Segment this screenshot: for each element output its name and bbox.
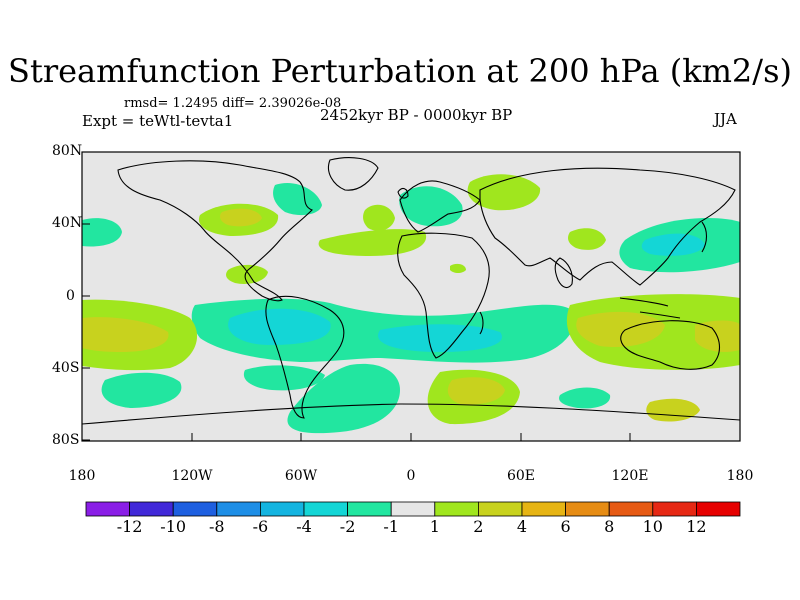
period-label: 2452kyr BP - 0000kyr BP	[320, 106, 513, 124]
contour-neg-atlantic-ne	[399, 186, 463, 227]
coast-indonesia	[619, 297, 681, 319]
colorbar-swatch	[129, 501, 174, 517]
stats-line: rmsd= 1.2495 diff= 2.39026e-08	[124, 96, 342, 111]
experiment-label: Expt = teWtl-tevta1	[82, 112, 234, 130]
colorbar-swatch	[347, 501, 392, 517]
y-ticks	[82, 151, 90, 441]
colorbar-label: -1	[383, 517, 399, 536]
colorbar-swatch	[696, 501, 741, 517]
coast-africa	[397, 232, 490, 359]
colorbar-label: 10	[642, 517, 663, 536]
contour-neg-n-pacific	[82, 218, 122, 247]
contour-pos-atlantic-tropics	[318, 229, 427, 256]
contour-pos-indo-australia-core	[576, 311, 665, 348]
contour-pos-atlantic-north	[363, 204, 395, 231]
coast-europe	[399, 180, 481, 233]
x-label-120w: 120W	[171, 468, 213, 484]
colorbar-label: 1	[429, 517, 440, 536]
colorbar-label: 12	[686, 517, 707, 536]
y-label-40n: 40N	[52, 215, 83, 231]
colorbar-label: -6	[252, 517, 269, 536]
contour-neg-s-atlantic	[243, 365, 325, 391]
coast-india	[554, 257, 573, 289]
coast-south-america	[265, 295, 345, 419]
contour-pos-eurasia	[467, 174, 541, 211]
colorbar-swatch	[477, 501, 523, 517]
colorbar-swatch	[172, 501, 218, 517]
colorbar-label: 2	[473, 517, 484, 536]
colorbar-swatch	[390, 501, 436, 517]
coast-greenland	[327, 157, 379, 191]
x-label-60w: 60W	[284, 468, 318, 484]
plot-title: Streamfunction Perturbation at 200 hPa (…	[8, 52, 792, 90]
y-label-40s: 40S	[52, 360, 80, 376]
y-label-80n: 80N	[52, 143, 83, 159]
coast-north-america	[117, 160, 313, 302]
contour-pos-africa-equator	[450, 263, 466, 273]
colorbar-swatch	[303, 501, 348, 517]
colorbar-label: 4	[516, 517, 528, 536]
contour-neg-mid-sa	[228, 308, 331, 345]
x-label-180w: 180	[68, 468, 96, 484]
colorbar-swatch	[85, 501, 130, 517]
contour-pos-w-pacific-core	[82, 317, 169, 352]
contour-pos-asia-central	[568, 228, 606, 250]
colorbar-swatch	[565, 501, 610, 517]
colorbar	[85, 501, 741, 517]
colorbar-label: -8	[209, 517, 225, 536]
x-label-120e: 120E	[611, 468, 649, 484]
colorbar-swatch	[608, 501, 654, 517]
contour-pos-na-west-core	[220, 208, 262, 227]
map-field	[82, 152, 740, 441]
y-label-eq: 0	[66, 288, 75, 304]
contour-pos-gulf	[226, 264, 268, 284]
x-label-60e: 60E	[506, 468, 536, 484]
colorbar-label: 8	[604, 517, 615, 536]
colorbar-swatch	[259, 501, 305, 517]
coast-asia	[479, 167, 736, 286]
contour-neg-na-east	[273, 182, 322, 216]
y-label-80s: 80S	[52, 432, 80, 448]
colorbar-label: -4	[296, 517, 312, 536]
colorbar-swatch	[521, 501, 566, 517]
x-ticks	[81, 433, 741, 441]
colorbar-label: -2	[339, 517, 356, 536]
contour-neg-east-asia-core	[641, 233, 705, 256]
colorbar-label: -10	[160, 517, 187, 536]
coast-uk	[397, 187, 409, 199]
colorbar-swatch	[652, 501, 697, 517]
coast-japan	[701, 221, 708, 253]
contour-neg-mid-africa	[378, 324, 502, 352]
colorbar-label: 6	[560, 517, 571, 536]
colorbar-label: -12	[116, 517, 143, 536]
x-label-180e: 180	[726, 468, 754, 484]
colorbar-swatch	[216, 501, 261, 517]
x-label-0: 0	[406, 468, 416, 484]
contour-neg-band-south	[287, 363, 400, 434]
coast-australia	[620, 320, 721, 370]
contour-neg-s-pacific	[101, 372, 182, 408]
coast-madagascar	[479, 311, 484, 335]
season-label: JJA	[714, 110, 737, 128]
colorbar-swatch	[434, 501, 479, 517]
coast-antarctica	[82, 403, 740, 425]
coastlines	[82, 157, 740, 425]
contour-neg-s-indian	[559, 387, 611, 409]
contour-pos-s-indian-core	[447, 377, 505, 405]
